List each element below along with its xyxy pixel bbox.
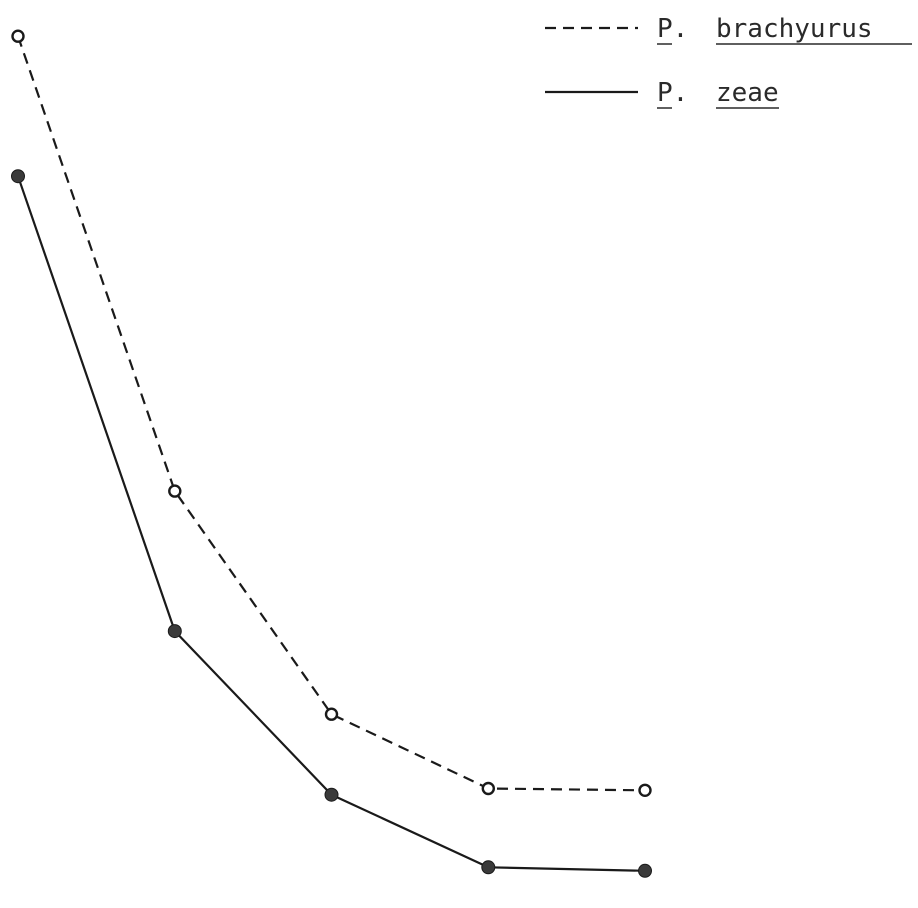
legend-species-zeae: zeae: [716, 78, 779, 108]
legend-prefix-brachyurus: P.: [657, 14, 688, 44]
legend-prefix-zeae: P.: [657, 78, 688, 108]
data-point-brachyurus-5: [638, 783, 652, 797]
data-point-zeae-5: [638, 863, 652, 878]
data-point-zeae-2: [167, 624, 182, 639]
legend-species-brachyurus: brachyurus: [716, 14, 873, 44]
legend-item-zeae: P. zeae: [545, 78, 779, 109]
data-point-zeae-4: [481, 860, 496, 875]
series-markers: [11, 29, 652, 878]
data-point-brachyurus-3: [324, 707, 339, 721]
data-point-brachyurus-1: [11, 29, 25, 43]
data-point-zeae-3: [324, 787, 339, 802]
data-point-brachyurus-2: [168, 484, 182, 498]
series-lines: [16, 35, 646, 872]
legend-item-brachyurus: P. brachyurus: [545, 14, 912, 45]
legend: P. brachyurus P. zeae: [545, 14, 912, 109]
data-point-brachyurus-4: [481, 781, 495, 796]
series-line-brachyurus: [16, 35, 646, 792]
series-line-zeae: [16, 175, 646, 872]
data-point-zeae-1: [11, 169, 25, 184]
